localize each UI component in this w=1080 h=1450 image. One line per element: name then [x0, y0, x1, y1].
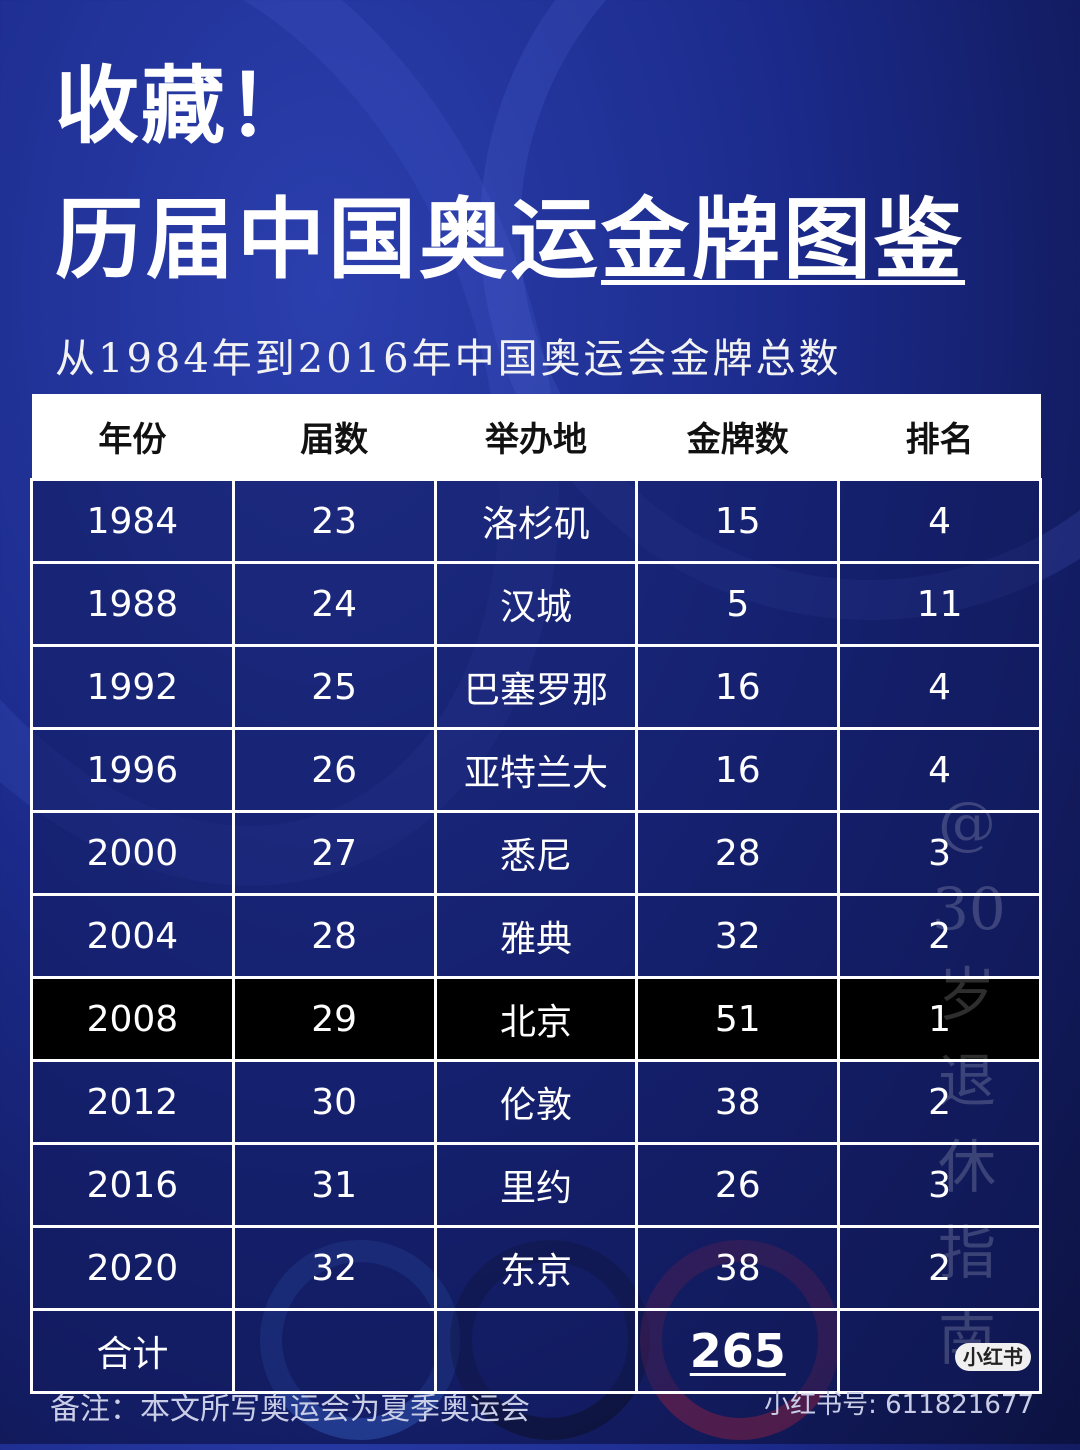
cell-edition: 32 [231, 1225, 437, 1311]
cell-golds: 5 [635, 561, 841, 647]
cell-rank: 2 [837, 1059, 1042, 1145]
cell-edition: 31 [231, 1142, 437, 1228]
cell-rank: 2 [837, 893, 1042, 979]
table-row: 2012 30 伦敦 38 2 [30, 1059, 1042, 1145]
cell-edition: 29 [231, 976, 437, 1062]
cell-rank: 3 [837, 810, 1042, 896]
cell-golds: 38 [635, 1059, 841, 1145]
cell-year: 2000 [30, 810, 235, 896]
page-title-line1: 收藏！ [55, 57, 314, 155]
table-row: 1996 26 亚特兰大 16 4 [30, 727, 1042, 813]
total-label-cell: 合计 [30, 1308, 235, 1394]
cell-rank: 11 [837, 561, 1042, 647]
cell-rank: 4 [837, 478, 1042, 564]
title-highlight-text: 金牌图鉴 [601, 188, 966, 291]
cell-host: 巴塞罗那 [433, 644, 639, 730]
total-golds-value: 265 [689, 1324, 786, 1378]
cell-host: 悉尼 [433, 810, 639, 896]
table-row: 1984 23 洛杉矶 15 4 [30, 478, 1042, 564]
cell-year: 1992 [30, 644, 235, 730]
table-row: 1992 25 巴塞罗那 16 4 [30, 644, 1042, 730]
cell-rank: 1 [837, 976, 1042, 1062]
watermark-text: @ 30 岁 退 休 指 南 [932, 789, 1006, 1373]
cell-edition: 26 [231, 727, 437, 813]
page-subtitle: 从1984年到2016年中国奥运会金牌总数 [55, 336, 842, 382]
footnote: 备注：本文所写奥运会为夏季奥运会 [50, 1392, 530, 1427]
cell-year: 2012 [30, 1059, 235, 1145]
cell-golds: 16 [635, 727, 841, 813]
cell-rank: 4 [837, 644, 1042, 730]
column-header-year: 年份 [31, 394, 234, 480]
cell-edition: 23 [231, 478, 437, 564]
table-row: 2000 27 悉尼 28 3 [30, 810, 1042, 896]
cell-golds: 32 [635, 893, 841, 979]
cell-year: 1988 [30, 561, 235, 647]
column-header-host: 举办地 [435, 394, 637, 480]
column-header-golds: 金牌数 [636, 394, 839, 480]
column-header-edition: 届数 [233, 394, 436, 480]
medal-table: 年份 届数 举办地 金牌数 排名 1984 23 洛杉矶 15 4 1988 24 汉城 5 11… [30, 394, 1042, 1394]
cell-edition: 27 [231, 810, 437, 896]
table-row: 2004 28 雅典 32 2 [30, 893, 1042, 979]
cell-golds: 51 [635, 976, 841, 1062]
cell-golds: 28 [635, 810, 841, 896]
cell-year: 1996 [30, 727, 235, 813]
cell-golds: 26 [635, 1142, 841, 1228]
xiaohongshu-logo: 小红书 [955, 1343, 1031, 1371]
empty-cell [433, 1308, 639, 1394]
table-header-row: 年份 届数 举办地 金牌数 排名 [31, 394, 1041, 480]
cell-host: 里约 [433, 1142, 639, 1228]
table-total-row: 合计 265 [30, 1308, 1042, 1394]
column-header-rank: 排名 [838, 394, 1041, 480]
cell-edition: 30 [231, 1059, 437, 1145]
table-body: 1984 23 洛杉矶 15 4 1988 24 汉城 5 11 1992 25 巴塞罗那 16 4 1996… [30, 478, 1042, 1394]
cell-host: 雅典 [433, 893, 639, 979]
empty-cell [231, 1308, 437, 1394]
cell-host: 伦敦 [433, 1059, 639, 1145]
cell-year: 2004 [30, 893, 235, 979]
table-row: 2016 31 里约 26 3 [30, 1142, 1042, 1228]
cell-host: 亚特兰大 [433, 727, 639, 813]
cell-year: 2016 [30, 1142, 235, 1228]
medal-table-container: 年份 届数 举办地 金牌数 排名 1984 23 洛杉矶 15 4 1988 24 汉城 5 11… [30, 394, 1042, 1394]
cell-rank: 4 [837, 727, 1042, 813]
cell-rank: 2 [837, 1225, 1042, 1311]
cell-edition: 25 [231, 644, 437, 730]
title-plain-text: 历届中国奥运 [55, 188, 602, 291]
cell-golds: 38 [635, 1225, 841, 1311]
cell-host: 洛杉矶 [433, 478, 639, 564]
table-row: 2008 29 北京 51 1 [30, 976, 1042, 1062]
cell-host: 东京 [433, 1225, 639, 1311]
cell-host: 北京 [433, 976, 639, 1062]
cell-golds: 16 [635, 644, 841, 730]
table-row: 2020 32 东京 38 2 [30, 1225, 1042, 1311]
cell-year: 2020 [30, 1225, 235, 1311]
cell-year: 2008 [30, 976, 235, 1062]
cell-golds: 15 [635, 478, 841, 564]
cell-year: 1984 [30, 478, 235, 564]
cell-rank: 3 [837, 1142, 1042, 1228]
empty-cell [837, 1308, 1042, 1394]
total-golds-cell: 265 [635, 1308, 841, 1394]
table-row: 1988 24 汉城 5 11 [30, 561, 1042, 647]
cell-edition: 28 [231, 893, 437, 979]
cell-edition: 24 [231, 561, 437, 647]
cell-host: 汉城 [433, 561, 639, 647]
account-id: 小红书号: 611821677 [764, 1390, 1034, 1420]
page-title-line2: 历届中国奥运金牌图鉴 [55, 196, 965, 284]
